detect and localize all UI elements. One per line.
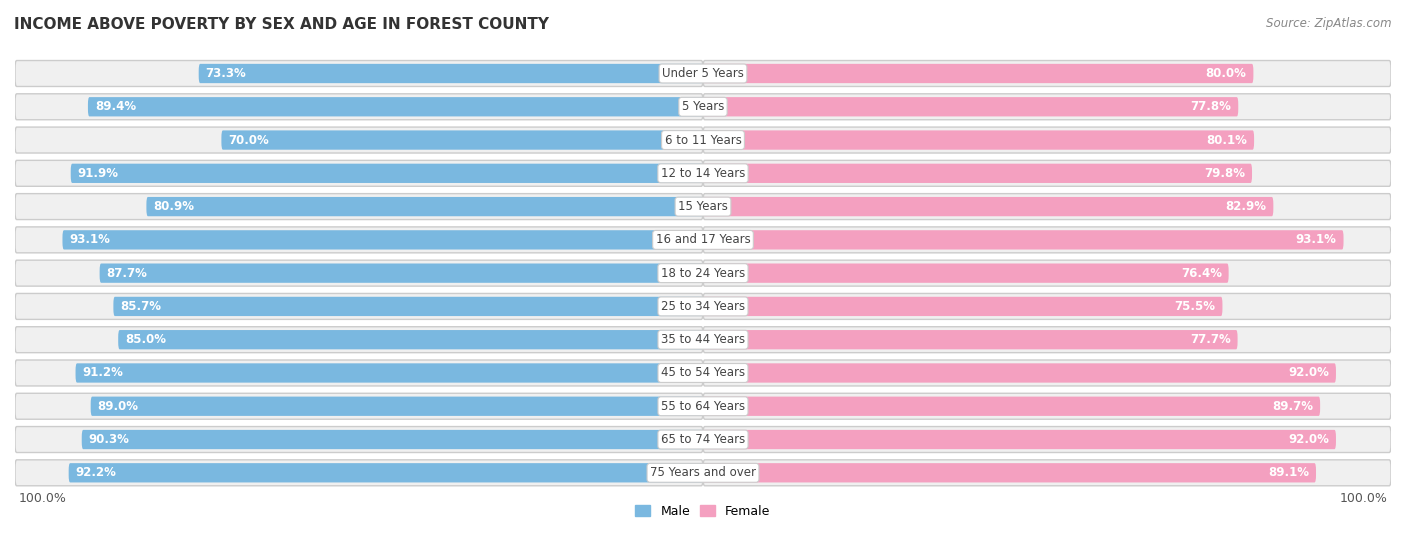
Text: 76.4%: 76.4%: [1181, 267, 1222, 280]
FancyBboxPatch shape: [15, 193, 703, 220]
Text: 18 to 24 Years: 18 to 24 Years: [661, 267, 745, 280]
Text: 91.2%: 91.2%: [83, 367, 124, 380]
FancyBboxPatch shape: [15, 394, 703, 419]
FancyBboxPatch shape: [703, 230, 1344, 249]
FancyBboxPatch shape: [15, 94, 703, 120]
FancyBboxPatch shape: [703, 463, 1316, 482]
FancyBboxPatch shape: [90, 396, 703, 416]
FancyBboxPatch shape: [703, 97, 1239, 116]
FancyBboxPatch shape: [703, 193, 1391, 220]
Text: INCOME ABOVE POVERTY BY SEX AND AGE IN FOREST COUNTY: INCOME ABOVE POVERTY BY SEX AND AGE IN F…: [14, 17, 550, 32]
FancyBboxPatch shape: [70, 164, 703, 183]
Text: 15 Years: 15 Years: [678, 200, 728, 213]
FancyBboxPatch shape: [703, 227, 1391, 253]
Text: 85.0%: 85.0%: [125, 333, 166, 346]
Text: 70.0%: 70.0%: [228, 134, 269, 146]
Text: 90.3%: 90.3%: [89, 433, 129, 446]
Text: 77.8%: 77.8%: [1191, 100, 1232, 113]
FancyBboxPatch shape: [703, 394, 1391, 419]
FancyBboxPatch shape: [703, 164, 1251, 183]
FancyBboxPatch shape: [703, 127, 1391, 153]
FancyBboxPatch shape: [703, 260, 1391, 286]
FancyBboxPatch shape: [76, 363, 703, 382]
Text: 77.7%: 77.7%: [1189, 333, 1230, 346]
FancyBboxPatch shape: [15, 460, 703, 486]
FancyBboxPatch shape: [15, 60, 703, 87]
Text: 80.9%: 80.9%: [153, 200, 194, 213]
FancyBboxPatch shape: [15, 326, 703, 353]
FancyBboxPatch shape: [15, 427, 703, 452]
FancyBboxPatch shape: [703, 330, 1237, 349]
Text: 5 Years: 5 Years: [682, 100, 724, 113]
Text: 100.0%: 100.0%: [1340, 492, 1388, 505]
FancyBboxPatch shape: [62, 230, 703, 249]
Text: 85.7%: 85.7%: [121, 300, 162, 313]
Text: 6 to 11 Years: 6 to 11 Years: [665, 134, 741, 146]
FancyBboxPatch shape: [118, 330, 703, 349]
FancyBboxPatch shape: [703, 363, 1336, 382]
FancyBboxPatch shape: [703, 197, 1274, 216]
Text: 89.4%: 89.4%: [94, 100, 136, 113]
Text: Under 5 Years: Under 5 Years: [662, 67, 744, 80]
Text: 91.9%: 91.9%: [77, 167, 118, 180]
FancyBboxPatch shape: [703, 460, 1391, 486]
Text: 100.0%: 100.0%: [18, 492, 66, 505]
Text: 75.5%: 75.5%: [1174, 300, 1216, 313]
Text: 92.0%: 92.0%: [1288, 433, 1329, 446]
FancyBboxPatch shape: [703, 263, 1229, 283]
Text: 16 and 17 Years: 16 and 17 Years: [655, 233, 751, 247]
FancyBboxPatch shape: [221, 130, 703, 150]
Text: 80.0%: 80.0%: [1206, 67, 1247, 80]
FancyBboxPatch shape: [114, 297, 703, 316]
Text: 89.0%: 89.0%: [97, 400, 139, 413]
Text: 92.2%: 92.2%: [76, 466, 117, 479]
Text: 75 Years and over: 75 Years and over: [650, 466, 756, 479]
FancyBboxPatch shape: [703, 297, 1222, 316]
Text: 93.1%: 93.1%: [69, 233, 110, 247]
FancyBboxPatch shape: [703, 326, 1391, 353]
FancyBboxPatch shape: [69, 463, 703, 482]
FancyBboxPatch shape: [89, 97, 703, 116]
Text: 55 to 64 Years: 55 to 64 Years: [661, 400, 745, 413]
Text: Source: ZipAtlas.com: Source: ZipAtlas.com: [1267, 17, 1392, 30]
FancyBboxPatch shape: [703, 64, 1253, 83]
Text: 25 to 34 Years: 25 to 34 Years: [661, 300, 745, 313]
Text: 73.3%: 73.3%: [205, 67, 246, 80]
Text: 89.7%: 89.7%: [1272, 400, 1313, 413]
Legend: Male, Female: Male, Female: [630, 500, 776, 523]
FancyBboxPatch shape: [146, 197, 703, 216]
FancyBboxPatch shape: [703, 427, 1391, 452]
FancyBboxPatch shape: [703, 160, 1391, 186]
FancyBboxPatch shape: [15, 360, 703, 386]
FancyBboxPatch shape: [703, 130, 1254, 150]
FancyBboxPatch shape: [15, 260, 703, 286]
Text: 93.1%: 93.1%: [1296, 233, 1337, 247]
FancyBboxPatch shape: [703, 360, 1391, 386]
FancyBboxPatch shape: [703, 94, 1391, 120]
Text: 87.7%: 87.7%: [107, 267, 148, 280]
Text: 35 to 44 Years: 35 to 44 Years: [661, 333, 745, 346]
FancyBboxPatch shape: [703, 430, 1336, 449]
FancyBboxPatch shape: [15, 127, 703, 153]
Text: 79.8%: 79.8%: [1204, 167, 1246, 180]
Text: 80.1%: 80.1%: [1206, 134, 1247, 146]
FancyBboxPatch shape: [703, 293, 1391, 319]
Text: 45 to 54 Years: 45 to 54 Years: [661, 367, 745, 380]
Text: 12 to 14 Years: 12 to 14 Years: [661, 167, 745, 180]
FancyBboxPatch shape: [15, 160, 703, 186]
Text: 92.0%: 92.0%: [1288, 367, 1329, 380]
FancyBboxPatch shape: [100, 263, 703, 283]
Text: 65 to 74 Years: 65 to 74 Years: [661, 433, 745, 446]
FancyBboxPatch shape: [703, 60, 1391, 87]
Text: 89.1%: 89.1%: [1268, 466, 1309, 479]
FancyBboxPatch shape: [198, 64, 703, 83]
FancyBboxPatch shape: [703, 396, 1320, 416]
FancyBboxPatch shape: [15, 293, 703, 319]
FancyBboxPatch shape: [15, 227, 703, 253]
Text: 82.9%: 82.9%: [1226, 200, 1267, 213]
FancyBboxPatch shape: [82, 430, 703, 449]
